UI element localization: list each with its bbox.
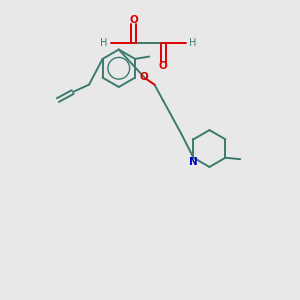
Text: N: N bbox=[189, 157, 198, 166]
Text: O: O bbox=[129, 15, 138, 25]
Text: H: H bbox=[100, 38, 108, 48]
Text: O: O bbox=[159, 61, 168, 71]
Text: O: O bbox=[139, 72, 148, 82]
Text: H: H bbox=[189, 38, 197, 48]
